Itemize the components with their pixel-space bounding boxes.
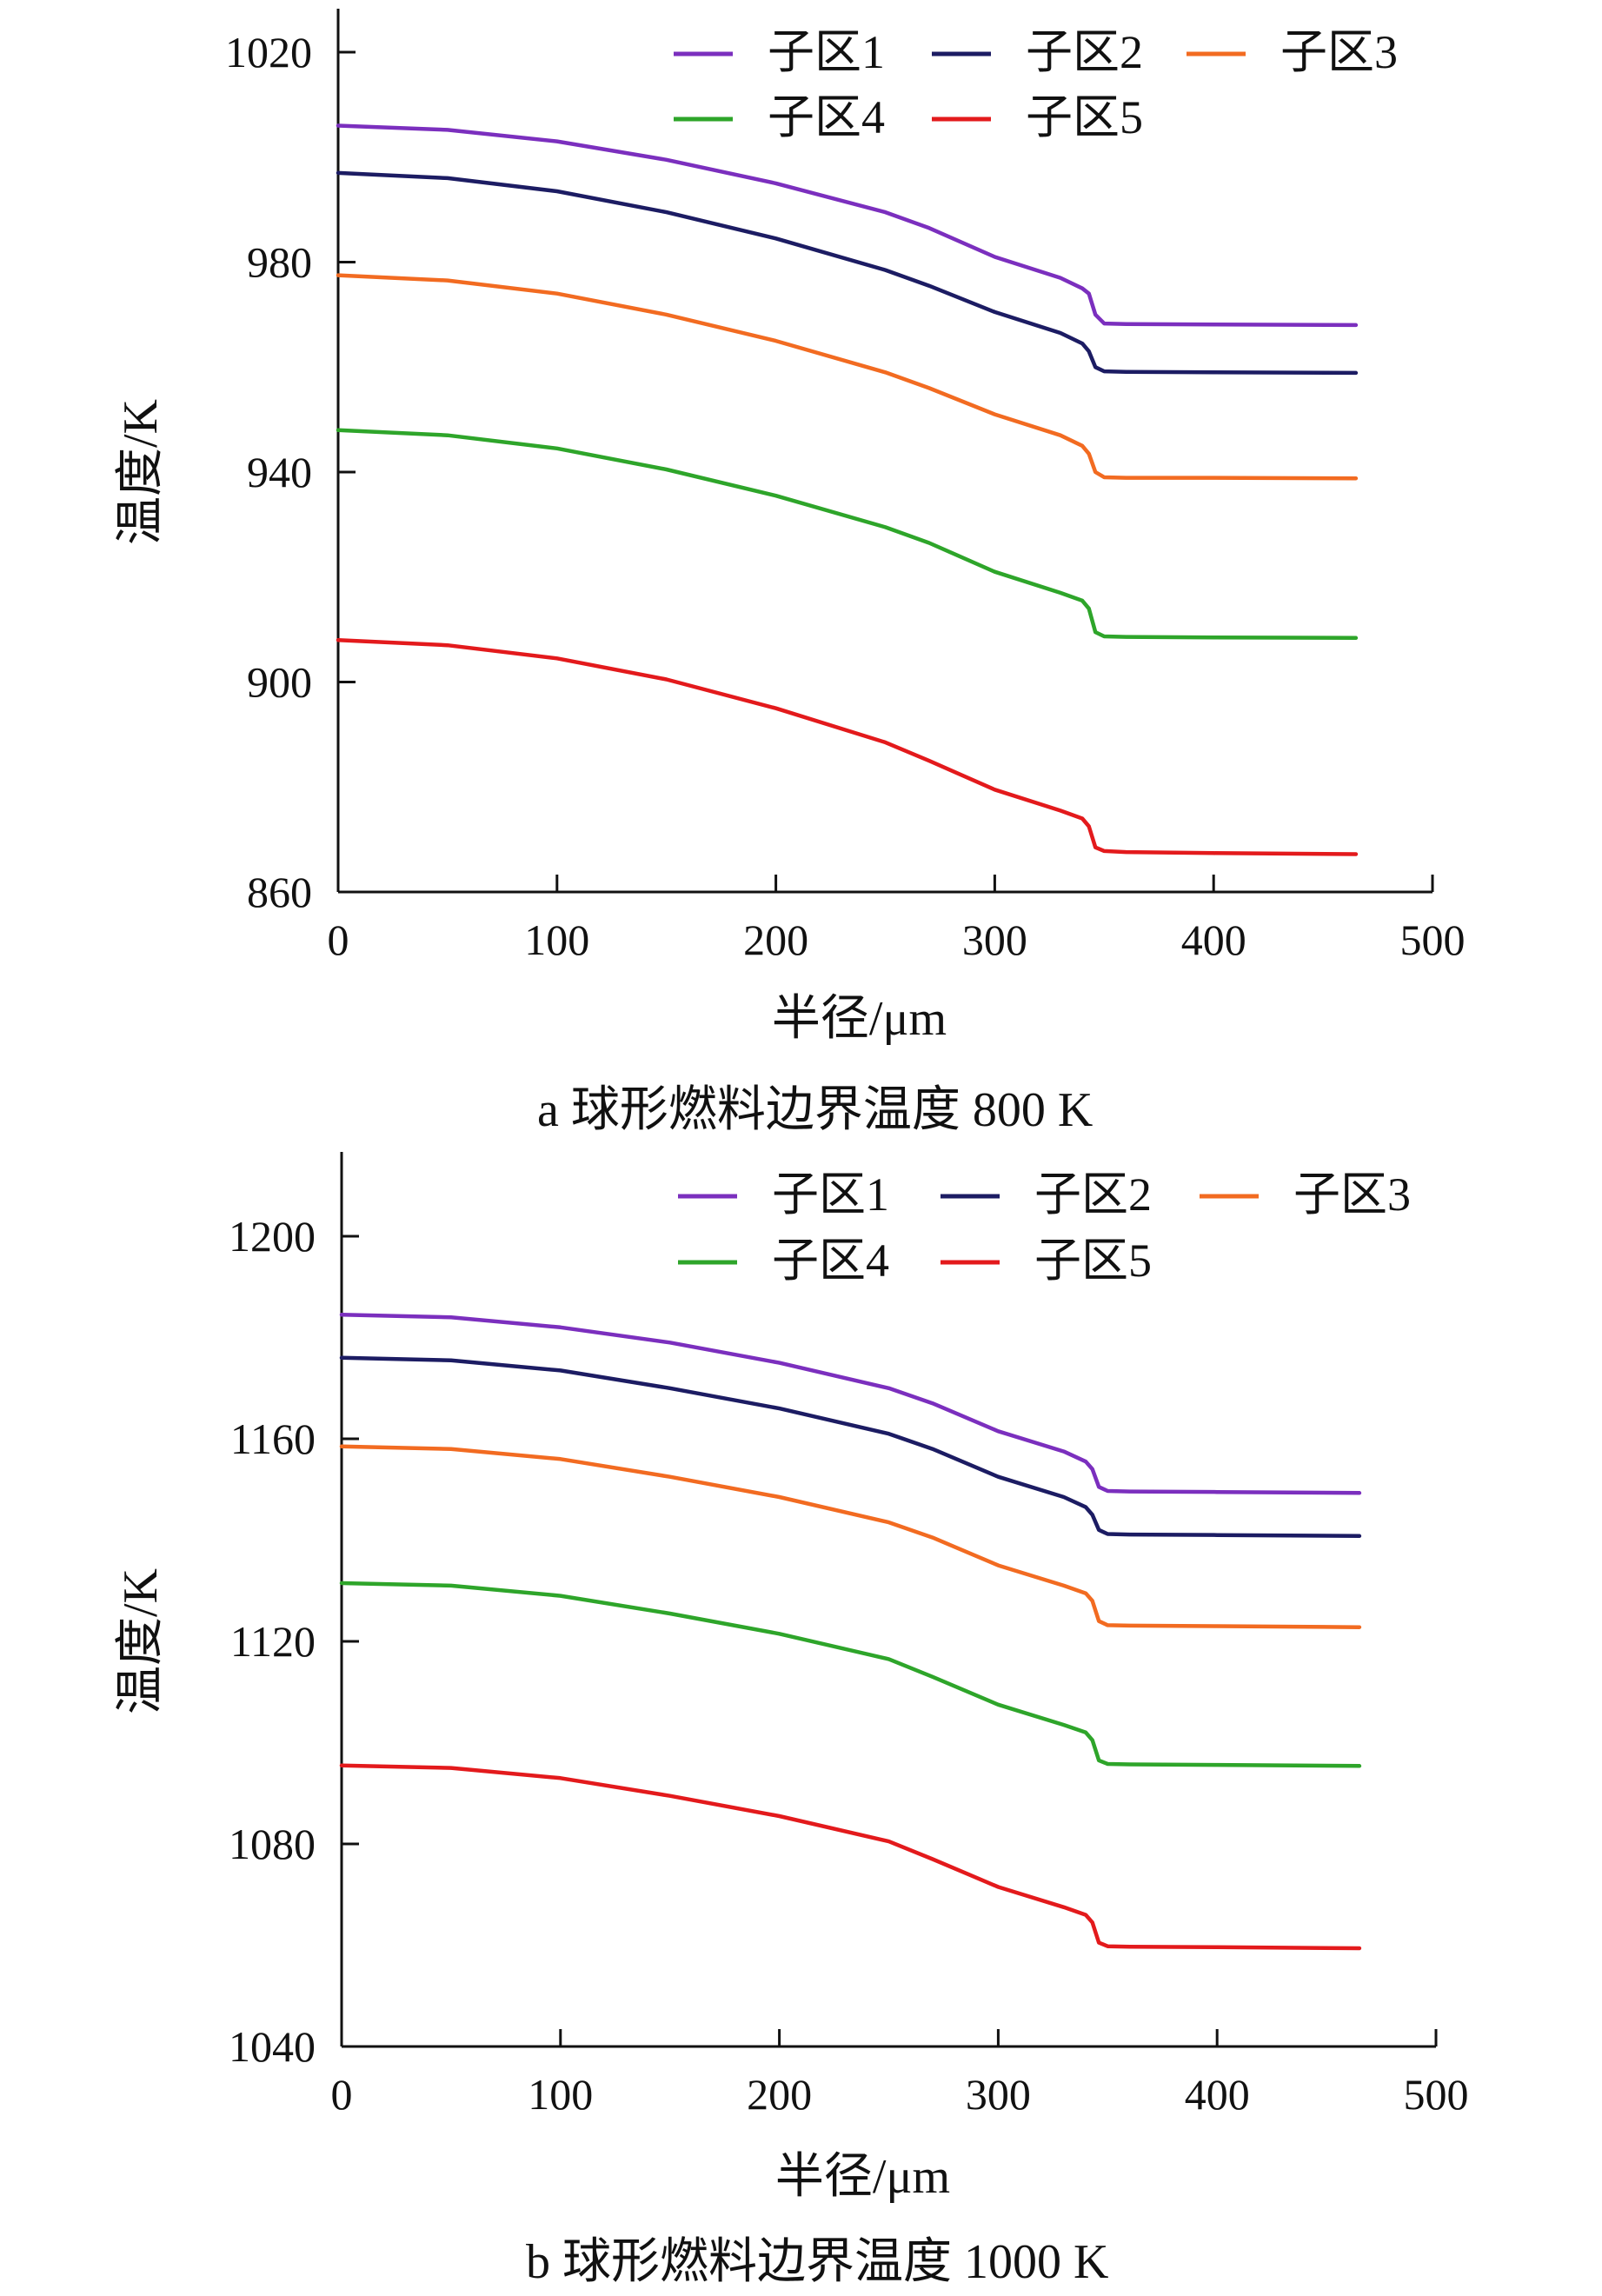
legend-label-2: 子区2 [1034, 1168, 1152, 1221]
x-tick-label: 500 [1400, 915, 1466, 964]
series-line-1 [336, 123, 1359, 328]
figure-caption: a 球形燃料边界温度 800 K [537, 1083, 1093, 1137]
y-tick-label: 1120 [230, 1617, 316, 1666]
figure-caption: b 球形燃料边界温度 1000 K [526, 2235, 1108, 2289]
y-tick-label: 1040 [229, 2022, 316, 2071]
x-tick-label: 300 [966, 2070, 1031, 2119]
legend-label-3: 子区3 [1293, 1168, 1411, 1221]
y-tick-label: 900 [247, 658, 312, 707]
x-tick-label: 0 [331, 2070, 353, 2119]
legend-label-4: 子区4 [768, 91, 885, 143]
series-line-5 [336, 637, 1359, 856]
y-tick-label: 1020 [225, 28, 312, 77]
legend-label-1: 子区1 [772, 1168, 889, 1221]
series-line-5 [339, 1763, 1362, 1951]
legend-label-5: 子区5 [1026, 91, 1143, 143]
y-tick-label: 940 [247, 448, 312, 496]
y-tick-label: 980 [247, 238, 312, 287]
legend-label-5: 子区5 [1034, 1235, 1152, 1287]
legend-label-1: 子区1 [768, 26, 885, 78]
legend-label-3: 子区3 [1280, 26, 1398, 78]
legend-label-4: 子区4 [772, 1235, 889, 1287]
x-axis-title: 半径/μm [775, 2150, 950, 2204]
series-line-4 [339, 1581, 1362, 1768]
x-tick-label: 100 [524, 915, 589, 964]
y-tick-label: 1200 [229, 1212, 316, 1261]
series-line-2 [336, 170, 1359, 376]
y-axis-title: 温度/K [114, 399, 168, 545]
x-tick-label: 0 [328, 915, 349, 964]
x-tick-label: 200 [743, 915, 808, 964]
chart-panel-a: 0 100 200 300 400 500 860 900 940 980 1020 半径/μm 温度/… [114, 9, 1466, 1137]
x-tick-label: 400 [1181, 915, 1246, 964]
x-tick-label: 400 [1185, 2070, 1250, 2119]
series-line-4 [336, 428, 1359, 641]
y-tick-label: 1160 [230, 1414, 316, 1463]
series-line-3 [336, 273, 1359, 481]
x-tick-label: 100 [528, 2070, 593, 2119]
y-tick-label: 1080 [229, 1820, 316, 1868]
legend-label-2: 子区2 [1026, 26, 1143, 78]
x-tick-label: 300 [962, 915, 1027, 964]
series-line-3 [339, 1444, 1362, 1629]
y-axis-title: 温度/K [114, 1568, 168, 1714]
x-tick-label: 200 [747, 2070, 812, 2119]
series-line-2 [339, 1355, 1362, 1539]
x-axis-title: 半径/μm [772, 992, 947, 1046]
series-line-1 [339, 1313, 1362, 1495]
chart-panel-b: 0 100 200 300 400 500 1040 1080 1120 1160 1200 半径/μ… [114, 1152, 1469, 2289]
y-tick-label: 860 [247, 868, 312, 916]
x-tick-label: 500 [1404, 2070, 1469, 2119]
